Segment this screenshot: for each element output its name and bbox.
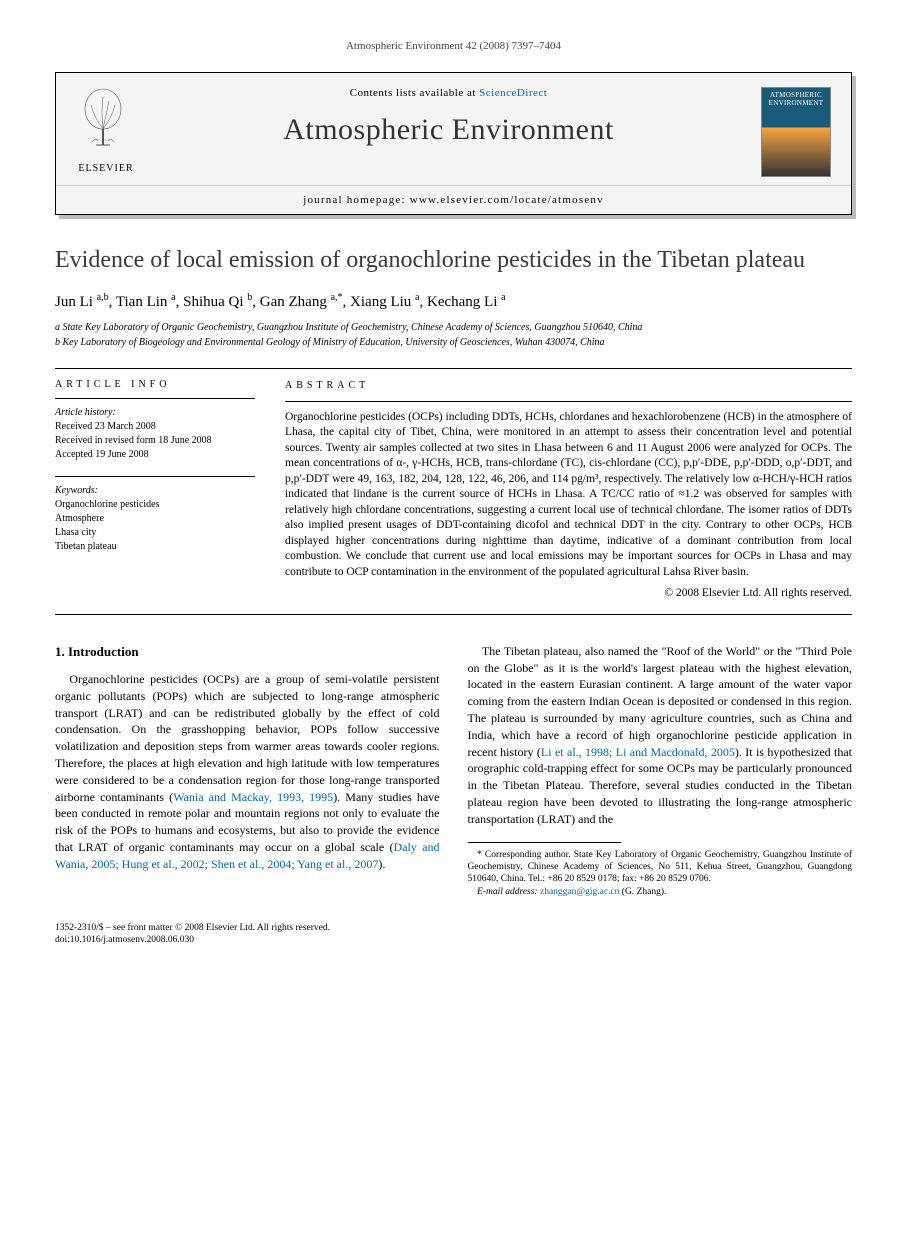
- corresponding-author-footnote: * Corresponding author. State Key Labora…: [468, 849, 853, 898]
- section-heading: 1. Introduction: [55, 643, 440, 661]
- contents-prefix: Contents lists available at: [350, 87, 479, 99]
- homepage-url: www.elsevier.com/locate/atmosenv: [410, 194, 604, 206]
- text-run: Organochlorine pesticides (OCPs) are a g…: [55, 672, 440, 804]
- paragraph: Organochlorine pesticides (OCPs) are a g…: [55, 671, 440, 873]
- history-title: Article history:: [55, 407, 255, 418]
- keyword: Organochlorine pesticides: [55, 498, 255, 512]
- keywords-title: Keywords:: [55, 485, 255, 496]
- paragraph: The Tibetan plateau, also named the "Roo…: [468, 643, 853, 828]
- article-info: ARTICLE INFO Article history: Received 2…: [55, 379, 255, 602]
- email-label: E-mail address:: [477, 887, 540, 897]
- elsevier-logo: ELSEVIER: [76, 87, 136, 174]
- article-title: Evidence of local emission of organochlo…: [55, 245, 852, 276]
- footnote-text: Corresponding author. State Key Laborato…: [468, 850, 853, 885]
- contents-available: Contents lists available at ScienceDirec…: [136, 87, 761, 99]
- journal-cover-thumbnail: ATMOSPHERIC ENVIRONMENT: [761, 87, 831, 177]
- doi: doi:10.1016/j.atmosenv.2008.06.030: [55, 934, 852, 946]
- keyword: Lhasa city: [55, 526, 255, 540]
- keyword: Tibetan plateau: [55, 540, 255, 554]
- body-text: 1. Introduction Organochlorine pesticide…: [55, 643, 852, 898]
- text-run: ).: [378, 857, 385, 871]
- front-matter: 1352-2310/$ – see front matter © 2008 El…: [55, 922, 852, 934]
- citation-link[interactable]: Wania and Mackay, 1993, 1995: [173, 790, 333, 804]
- affiliation-b: b Key Laboratory of Biogeology and Envir…: [55, 336, 852, 350]
- journal-name: Atmospheric Environment: [136, 113, 761, 147]
- email-link[interactable]: zhanggan@gig.ac.cn: [540, 887, 619, 897]
- authors: Jun Li a,b, Tian Lin a, Shihua Qi b, Gan…: [55, 292, 852, 311]
- text-run: The Tibetan plateau, also named the "Roo…: [468, 644, 853, 759]
- journal-homepage: journal homepage: www.elsevier.com/locat…: [56, 185, 851, 214]
- history-revised: Received in revised form 18 June 2008: [55, 434, 255, 448]
- running-head: Atmospheric Environment 42 (2008) 7397–7…: [55, 40, 852, 52]
- homepage-label: journal homepage:: [303, 194, 410, 206]
- history-accepted: Accepted 19 June 2008: [55, 448, 255, 462]
- cover-text: ATMOSPHERIC ENVIRONMENT: [769, 91, 824, 107]
- abstract-copyright: © 2008 Elsevier Ltd. All rights reserved…: [285, 586, 852, 602]
- abstract-label: ABSTRACT: [285, 379, 852, 393]
- affiliations: a State Key Laboratory of Organic Geoche…: [55, 321, 852, 350]
- publisher-label: ELSEVIER: [76, 163, 136, 174]
- email-suffix: (G. Zhang).: [619, 887, 666, 897]
- abstract: ABSTRACT Organochlorine pesticides (OCPs…: [285, 379, 852, 602]
- page-footer: 1352-2310/$ – see front matter © 2008 El…: [55, 922, 852, 947]
- keyword: Atmosphere: [55, 512, 255, 526]
- sciencedirect-link[interactable]: ScienceDirect: [479, 87, 547, 99]
- citation-link[interactable]: Li et al., 1998; Li and Macdonald, 2005: [541, 745, 735, 759]
- article-info-label: ARTICLE INFO: [55, 379, 255, 390]
- history-received: Received 23 March 2008: [55, 420, 255, 434]
- affiliation-a: a State Key Laboratory of Organic Geoche…: [55, 321, 852, 335]
- abstract-text: Organochlorine pesticides (OCPs) includi…: [285, 410, 852, 581]
- journal-header: ELSEVIER Contents lists available at Sci…: [55, 72, 852, 215]
